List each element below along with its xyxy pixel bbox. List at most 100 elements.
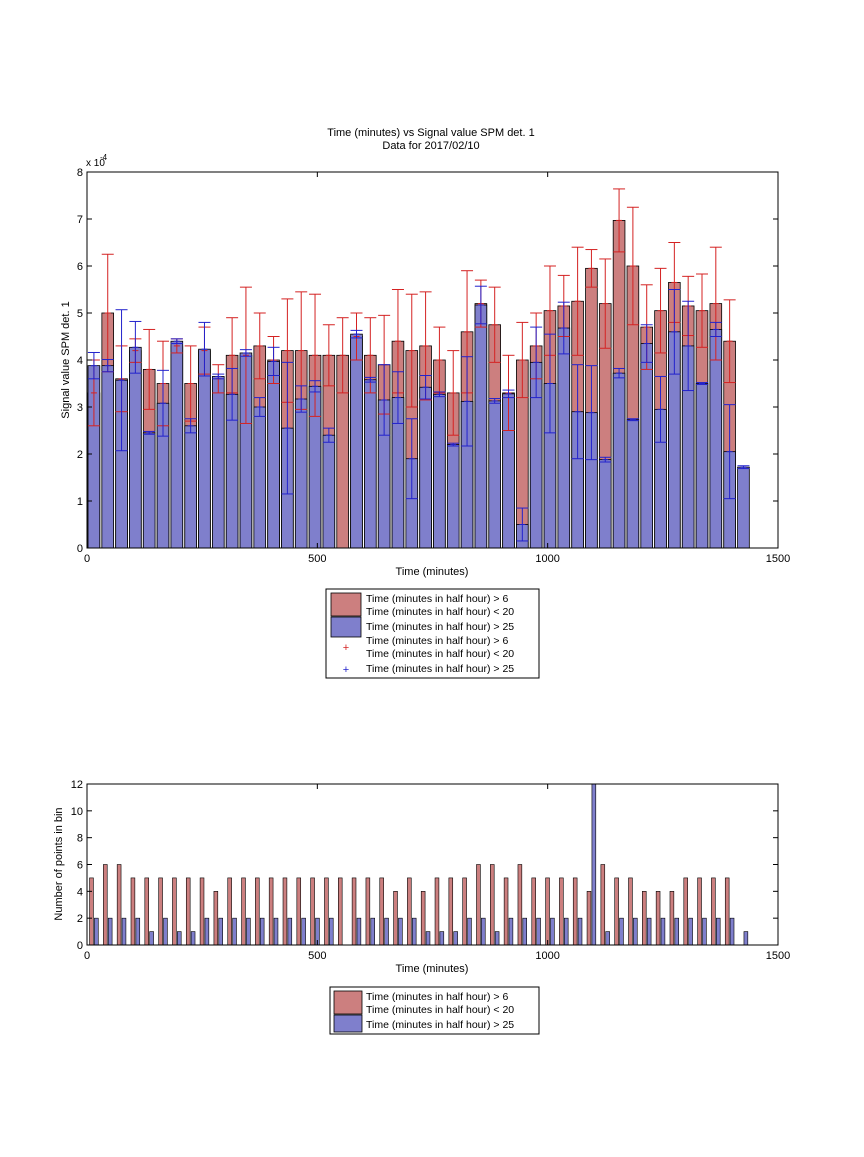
legend-label-error1-line1: Time (minutes in half hour) > 6 — [366, 635, 508, 647]
count-bar-s1-40 — [642, 891, 647, 946]
errorbar-s2-47 — [737, 465, 750, 470]
errorbar-s2-26 — [447, 442, 460, 447]
count-bar-s1-12 — [255, 877, 260, 946]
chart2-ytick-label-8: 8 — [77, 833, 83, 845]
bar-s2-28 — [474, 304, 488, 549]
chart2-ytick-label-4: 4 — [77, 886, 83, 898]
errorbar-s1-41 — [654, 267, 667, 354]
count-bar-s1-13 — [268, 877, 274, 946]
errorbar-s2-44 — [695, 382, 708, 385]
count-bar-s1-27 — [462, 877, 467, 946]
bar-s2-39 — [626, 419, 640, 549]
count-bar-s1-35 — [572, 877, 578, 946]
legend-label-series2: Time (minutes in half hour) > 25 — [366, 1019, 514, 1031]
bar-s2-24 — [419, 386, 432, 549]
count-bar-s1-39 — [628, 877, 633, 946]
count-chart: 0 500 1000 1500 0 2 4 6 8 10 12 Time (minutes) Num… — [53, 779, 790, 1035]
count-bar-s2-32 — [536, 917, 541, 946]
errorbar-s1-45 — [709, 246, 722, 361]
count-bar-s2-45 — [716, 917, 721, 946]
chart1-ytick-label-0: 0 — [77, 543, 83, 555]
chart2-xtick-label-0: 0 — [84, 950, 90, 962]
errorbar-s2-17 — [322, 427, 335, 443]
count-bar-s1-17 — [324, 877, 329, 946]
errorbar-s2-39 — [626, 418, 639, 422]
bar-s2-38 — [612, 372, 626, 549]
count-bar-s1-24 — [420, 891, 426, 946]
count-bar-s2-43 — [688, 917, 693, 946]
count-bar-s2-44 — [702, 917, 707, 946]
count-bar-s2-29 — [494, 931, 500, 946]
chart1-legend: Time (minutes in half hour) > 6 Time (mi… — [325, 588, 540, 679]
errorbar-s2-23 — [405, 418, 418, 500]
count-bar-s2-35 — [577, 917, 583, 946]
chart1-title: Time (minutes) vs Signal value SPM det. … — [327, 127, 534, 139]
count-bar-s1-21 — [379, 877, 384, 946]
bar-s2-40 — [640, 343, 653, 549]
count-bar-s1-1 — [103, 864, 108, 946]
count-bar-s1-28 — [476, 864, 481, 946]
errorbar-s2-33 — [543, 333, 556, 434]
bar-s2-6 — [170, 340, 184, 549]
bar-s2-45 — [709, 329, 723, 549]
count-bar-s2-8 — [204, 917, 210, 946]
chart2-ylabel: Number of points in bin — [53, 807, 65, 920]
errorbar-s2-45 — [709, 321, 722, 337]
chart1-xlabel: Time (minutes) — [396, 566, 469, 578]
legend-swatch-series1 — [333, 990, 363, 1015]
count-bar-s2-22 — [398, 917, 403, 946]
errorbar-s2-8 — [198, 321, 211, 377]
bar-s2-9 — [212, 376, 225, 549]
count-bar-s2-38 — [619, 917, 624, 946]
errorbar-s2-38 — [613, 367, 626, 379]
count-bar-s1-5 — [158, 877, 163, 946]
legend-label-error1-line2: Time (minutes in half hour) < 20 — [366, 648, 514, 660]
count-bar-s2-20 — [370, 917, 375, 946]
count-bar-s2-6 — [177, 931, 182, 946]
count-bar-s1-36 — [586, 891, 592, 946]
count-bar-s1-31 — [517, 864, 523, 946]
errorbar-s2-10 — [226, 367, 239, 421]
count-bar-s2-36 — [591, 783, 597, 946]
errorbar-s2-13 — [267, 346, 280, 377]
errorbar-s1-46 — [723, 299, 736, 384]
chart1-legend-box — [325, 588, 540, 679]
count-bar-s2-10 — [232, 917, 237, 946]
chart1-ytick-label-7: 7 — [77, 214, 83, 226]
count-bar-s2-33 — [550, 917, 555, 946]
legend-marker-error1-icon: + — [343, 642, 349, 654]
count-bar-s2-15 — [301, 917, 306, 946]
bar-s2-44 — [695, 383, 709, 549]
count-bar-s2-24 — [425, 931, 431, 946]
count-bar-s1-6 — [172, 877, 177, 946]
errorbar-s2-24 — [419, 375, 432, 400]
errorbar-s2-35 — [571, 364, 584, 460]
count-bar-s1-34 — [559, 877, 564, 946]
chart2-bars — [89, 783, 749, 946]
count-bar-s1-43 — [683, 877, 688, 946]
count-bar-s1-16 — [310, 877, 315, 946]
errorbar-s2-1 — [101, 359, 114, 373]
count-bar-s2-14 — [287, 917, 293, 946]
errorbar-s2-36 — [585, 365, 598, 461]
chart2-ticks: 0 500 1000 1500 0 2 4 6 8 10 12 — [71, 779, 790, 962]
count-bar-s2-31 — [522, 917, 527, 946]
count-bar-s2-41 — [660, 917, 666, 946]
count-bar-s2-13 — [273, 917, 279, 946]
chart1-xtick-label-1500: 1500 — [766, 553, 790, 565]
count-bar-s1-44 — [697, 877, 702, 946]
chart1-error-bars — [87, 188, 750, 542]
bar-s2-7 — [184, 425, 197, 549]
legend-label-series1-line1: Time (minutes in half hour) > 6 — [366, 593, 508, 605]
chart1-exponent-power: -4 — [100, 153, 108, 162]
count-bar-s2-0 — [94, 917, 99, 946]
bar-s2-26 — [446, 444, 460, 549]
chart1-ticks: 0 500 1000 1500 0 1 2 3 4 5 6 7 8 — [77, 167, 790, 565]
errorbar-s2-30 — [502, 389, 515, 399]
count-bar-s1-22 — [393, 891, 398, 946]
errorbar-s2-21 — [378, 364, 391, 436]
errorbar-s2-27 — [461, 356, 474, 447]
errorbar-s1-31 — [516, 321, 529, 399]
errorbar-s2-42 — [668, 289, 681, 375]
signal-chart: Time (minutes) vs Signal value SPM det. … — [60, 127, 790, 679]
